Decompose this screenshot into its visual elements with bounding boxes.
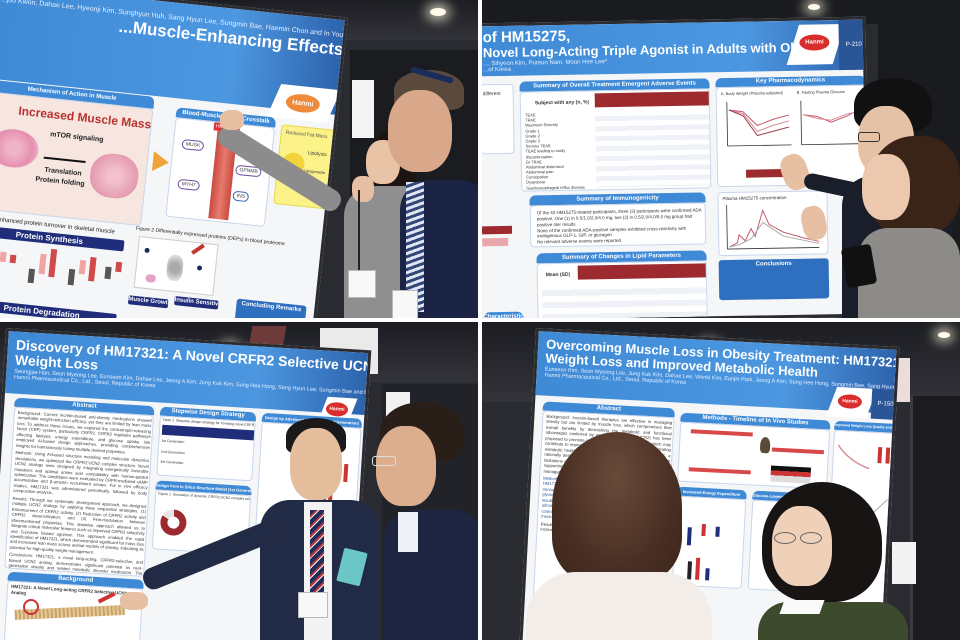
muscle-growth-header: Muscle Growth [127, 295, 169, 309]
teae-table: Subject with any (n, %) TEAE TRAE Maximu… [519, 88, 712, 192]
notice-sheet [892, 542, 916, 584]
booth-panel [910, 396, 960, 640]
white-collar [779, 600, 825, 614]
presenter-woman-glasses-curly-hair [752, 482, 922, 640]
pointing-arm [140, 519, 279, 593]
white-top [526, 572, 712, 640]
body-weight-chart [726, 102, 792, 147]
notice-sheet [352, 80, 374, 138]
visitor-woman-grey-blazer [838, 136, 960, 318]
glasses [372, 456, 396, 466]
name-badge [298, 592, 328, 618]
visitor-man-navy-blazer [380, 66, 478, 318]
visitor-man-glasses-navy-jacket [370, 402, 478, 640]
intro-text: different [482, 90, 501, 98]
long-brown-hair [552, 432, 682, 582]
volcano-plot [133, 235, 219, 297]
photo-top-left-hm17321-muscle-poster: ...joo Kwon, Dahae Lee, Hyeonji Kim, Sun… [0, 0, 478, 318]
body-weight-title: A. Body Weight (Placebo-adjusted) [720, 90, 783, 97]
face [290, 428, 342, 500]
poster-number: P-210 [838, 19, 870, 71]
pointing-arm [214, 122, 345, 215]
arrow-right [43, 156, 86, 163]
photo-bottom-right-hm17321-muscle-loss-poster: Overcoming Muscle Loss in Obesity Treatm… [482, 322, 960, 640]
pk-box: Plasma HM15275 concentration [717, 190, 829, 257]
intro-box: different [482, 83, 515, 155]
pk-chart [726, 205, 820, 250]
teae-row-labels: TEAE TRAE Maximum Severity Grade 1 Grade… [524, 112, 585, 191]
glasses [774, 532, 796, 544]
teae-values [594, 109, 711, 188]
face [862, 154, 910, 220]
pointing-hand [220, 110, 244, 130]
mechanism-box: Increased Muscle Mass mTOR signaling Tra… [0, 91, 154, 227]
ceiling-light [430, 8, 446, 16]
muscle-cross-section-before [0, 126, 41, 170]
white-collar [398, 512, 418, 552]
insulin-sensitivity-header: Insulin Sensitivity [174, 296, 219, 310]
lipid-table: Mean (SD) [536, 260, 708, 318]
photo-top-right-hm15275-poster: of HM15275, Novel Long-Acting Triple Ago… [482, 0, 960, 318]
immunogenicity-text: Of the 40 HM15275-treated participants, … [536, 207, 702, 245]
teae-dose-header-band [594, 91, 709, 108]
face [772, 506, 832, 586]
pointing-hand [120, 592, 148, 610]
pk-title: Plasma HM15275 concentration [722, 195, 787, 202]
increased-muscle-mass-label: Increased Muscle Mass [17, 103, 152, 132]
visitor-woman-long-brown-hair-back-view [512, 432, 712, 640]
translation-label: Translation [44, 166, 82, 178]
fasting-glucose-chart [800, 100, 862, 146]
characteristics-header: Characteristics [483, 311, 524, 318]
orange-arrow-icon [151, 151, 170, 173]
gesturing-hand [352, 176, 374, 202]
key-pd-box: A. Body Weight (Placebo-adjusted) B. Fas… [715, 84, 868, 188]
name-badge [348, 270, 376, 298]
mtor-signaling-label: mTOR signaling [49, 131, 104, 144]
marker-myh7: MYH7 [177, 178, 201, 192]
face [376, 426, 436, 506]
ceiling-light [938, 332, 950, 338]
name-badge [392, 290, 418, 318]
poster-hm15275: of HM15275, Novel Long-Acting Triple Ago… [482, 16, 871, 318]
mouse-icon [759, 436, 771, 454]
second-hand [798, 203, 830, 243]
glasses [858, 132, 880, 142]
photo-bottom-left-hm17321-discovery-poster: Discovery of HM17321: A Novel CRFR2 Sele… [0, 322, 478, 640]
patterned-shirt [406, 182, 424, 312]
poster-number: P-150 [870, 388, 900, 421]
ceiling-light [808, 4, 820, 10]
protein-folding-label: Protein folding [35, 175, 85, 188]
presenter-man-navy-suit-striped-tie [110, 414, 400, 640]
teae-subject-header: Subject with any (n, %) [534, 99, 590, 107]
striped-tie [310, 510, 324, 600]
marker-musk: MUSK [181, 138, 205, 152]
hanmi-logo: Hanmi [837, 393, 863, 410]
hanmi-logo: Hanmi [799, 34, 830, 51]
face [388, 90, 452, 172]
muscle-cross-section-after [88, 151, 141, 201]
lipid-mean-header: Mean (SD) [545, 271, 571, 279]
immunogenicity-box: Of the 40 HM15275-treated participants, … [529, 202, 707, 248]
